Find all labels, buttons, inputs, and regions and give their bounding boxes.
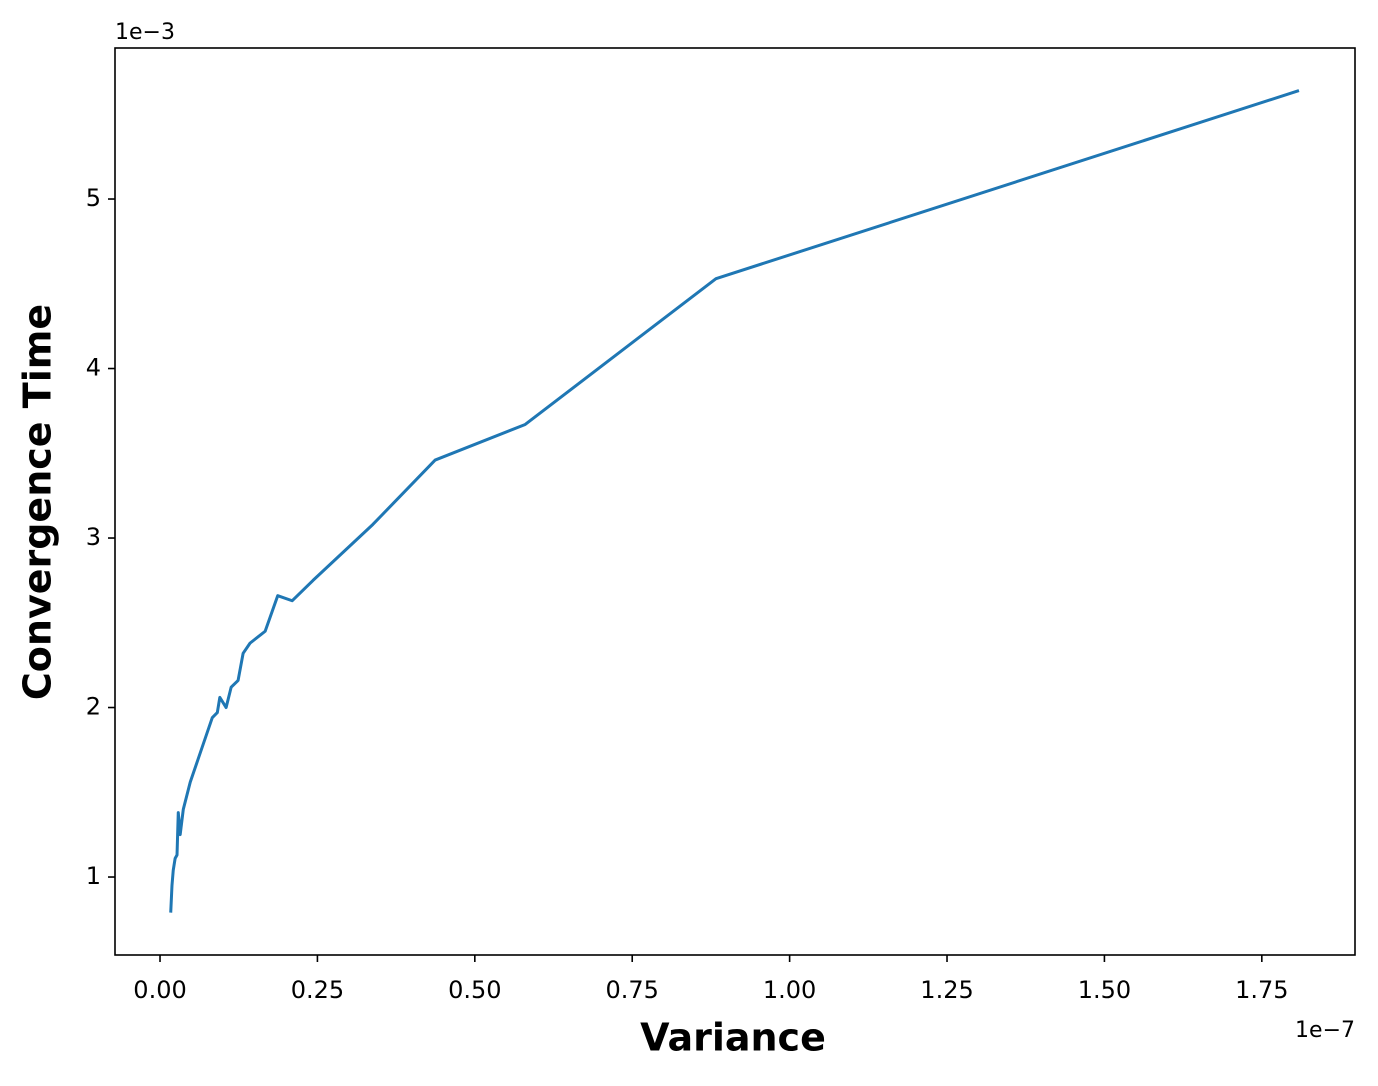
x-tick-label: 0.25 [291, 976, 344, 1004]
y-offset-label: 1e−3 [115, 20, 175, 45]
y-tick-label: 3 [86, 523, 101, 551]
y-tick-label: 2 [86, 693, 101, 721]
y-tick-label: 5 [86, 184, 101, 212]
x-tick-label: 1.75 [1235, 976, 1288, 1004]
y-tick-label: 1 [86, 862, 101, 890]
x-tick-label: 0.00 [133, 976, 186, 1004]
x-tick-label: 0.50 [448, 976, 501, 1004]
x-tick-label: 1.25 [920, 976, 973, 1004]
axes-frame [114, 47, 1356, 956]
x-tick-label: 0.75 [605, 976, 658, 1004]
y-tick-label: 4 [86, 354, 101, 382]
data-line [169, 89, 1300, 913]
x-axis-label: Variance [640, 1016, 826, 1060]
x-tick-label: 1.50 [1078, 976, 1131, 1004]
x-tick-label: 1.00 [763, 976, 816, 1004]
y-axis-label: Convergence Time [16, 304, 60, 700]
x-offset-label: 1e−7 [1295, 1018, 1355, 1043]
